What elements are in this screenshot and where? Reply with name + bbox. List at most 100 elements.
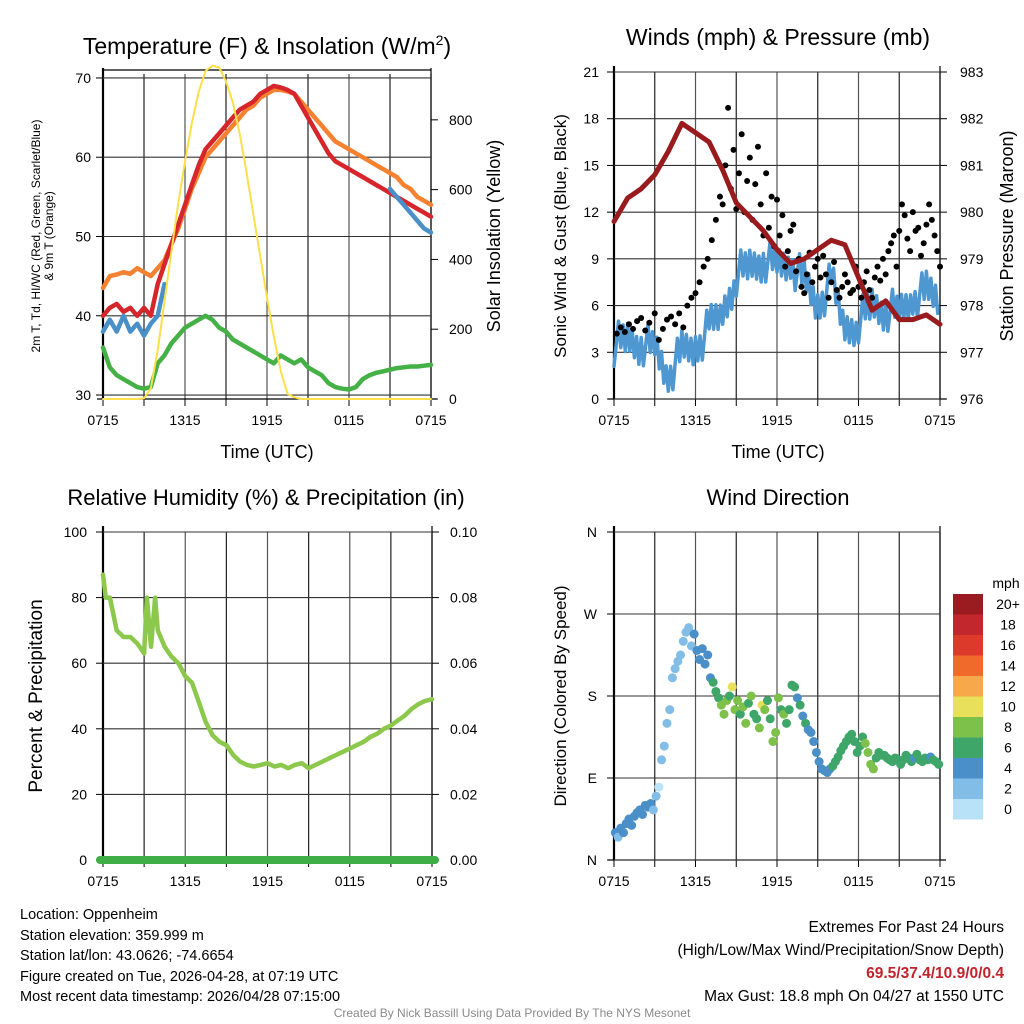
gust-point — [841, 271, 848, 278]
direction-point — [809, 737, 819, 747]
gust-point — [909, 209, 916, 216]
gust-point — [920, 240, 927, 247]
direction-point — [752, 714, 762, 724]
series-dewpoint — [100, 313, 434, 392]
gust-point — [617, 324, 624, 331]
humidity-y-label: Percent & Precipitation — [26, 599, 47, 792]
location-text: Location: Oppenheim — [20, 907, 158, 923]
temperature-y-tick-label: 50 — [75, 229, 91, 245]
direction-point — [811, 747, 821, 757]
series-temp_9m — [100, 87, 434, 291]
winds-x-tick-label: 1915 — [761, 412, 792, 428]
direction-point — [934, 759, 944, 769]
gust-point — [688, 294, 695, 301]
direction-point — [684, 623, 694, 633]
direction-point — [651, 791, 661, 801]
gust-point — [613, 330, 620, 337]
colorbar-swatch — [953, 696, 983, 717]
direction-point — [659, 741, 669, 751]
winds-x-label: Time (UTC) — [731, 442, 824, 462]
temperature-y2-tick-label: 600 — [449, 182, 473, 198]
colorbar-swatch — [953, 778, 983, 799]
wind-direction-y-label: Direction (Colored By Speed) — [551, 585, 570, 806]
direction-point — [860, 738, 870, 748]
colorbar-swatch — [953, 594, 983, 615]
series-heat_index_wind_chill — [100, 281, 167, 338]
direction-point — [727, 682, 737, 692]
temperature-y-tick-label: 40 — [75, 308, 91, 324]
direction-point — [773, 693, 783, 703]
gust-point — [820, 252, 827, 259]
gust-point — [634, 318, 641, 325]
winds-x-tick-label: 0115 — [843, 412, 873, 428]
gust-point — [825, 294, 832, 301]
direction-point — [735, 709, 745, 719]
gust-point — [801, 290, 808, 297]
extremes-subtitle: (High/Low/Max Wind/Precipitation/Snow De… — [677, 942, 1005, 959]
extremes-title: Extremes For Past 24 Hours — [808, 919, 1004, 936]
gust-point — [917, 252, 924, 259]
gust-point — [817, 274, 824, 281]
gust-point — [700, 263, 707, 270]
direction-point — [703, 650, 713, 660]
gust-point — [646, 319, 653, 326]
series-temp_2m — [100, 83, 434, 319]
gust-point — [858, 294, 865, 301]
direction-point — [868, 764, 878, 774]
gust-point — [684, 302, 691, 309]
speed-colorbar: mph 20+ 18 16 14 12 10 8 6 4 2 0 — [953, 575, 1020, 820]
temperature-y-tick-label: 30 — [75, 387, 91, 403]
gust-point — [937, 263, 943, 270]
direction-point — [847, 729, 857, 739]
humidity-y-tick-label: 40 — [71, 721, 87, 737]
series-insolation — [102, 64, 432, 400]
gust-point — [822, 271, 829, 278]
gust-point — [874, 263, 881, 270]
direction-point — [760, 705, 770, 715]
winds-y-tick-label: 18 — [583, 111, 599, 127]
temperature-y2-label: Solar Insolation (Yellow) — [484, 140, 504, 332]
gust-point — [803, 271, 810, 278]
wind-direction-y-tick-label: E — [588, 770, 597, 786]
winds-y-tick-label: 21 — [583, 64, 599, 80]
direction-point — [782, 718, 792, 728]
gust-point — [680, 324, 687, 331]
colorbar-swatch — [953, 737, 983, 758]
gust-point — [655, 336, 662, 343]
winds-y2-tick-label: 983 — [960, 64, 984, 80]
direction-point — [746, 691, 756, 701]
gust-point — [757, 201, 764, 208]
winds-y-label: Sonic Wind & Gust (Blue, Black) — [551, 114, 570, 358]
colorbar-level-label: 14 — [1000, 658, 1016, 674]
gust-point — [763, 170, 770, 177]
series-wind — [612, 239, 940, 393]
direction-point — [657, 755, 667, 765]
winds-y2-tick-label: 977 — [960, 344, 984, 360]
temperature-x-tick-label: 1315 — [169, 412, 200, 428]
direction-point — [662, 718, 672, 728]
temperature-y-tick-label: 70 — [75, 70, 91, 86]
wind_direction-x-tick-label: 0715 — [598, 873, 629, 889]
gust-point — [725, 104, 732, 111]
winds-y-tick-label: 12 — [583, 204, 599, 220]
gust-point — [719, 201, 726, 208]
gust-point — [676, 310, 683, 317]
gust-point — [885, 248, 892, 255]
gust-point — [774, 196, 780, 203]
direction-point — [863, 747, 873, 757]
humidity-y-tick-label: 20 — [71, 786, 87, 802]
gust-point — [812, 263, 819, 270]
series-pressure — [611, 120, 943, 327]
elevation-text: Station elevation: 359.999 m — [20, 927, 204, 944]
series-rh — [100, 572, 435, 771]
gust-point — [831, 258, 838, 265]
gust-point — [663, 316, 670, 323]
direction-point — [654, 782, 664, 792]
gust-point — [765, 224, 772, 231]
winds-y-tick-label: 3 — [591, 344, 599, 360]
colorbar-level-label: 18 — [1000, 617, 1016, 633]
winds-y2-tick-label: 980 — [960, 204, 984, 220]
direction-point — [697, 644, 707, 654]
humidity-y2-tick-label: 0.08 — [450, 590, 477, 606]
gust-point — [782, 263, 789, 270]
